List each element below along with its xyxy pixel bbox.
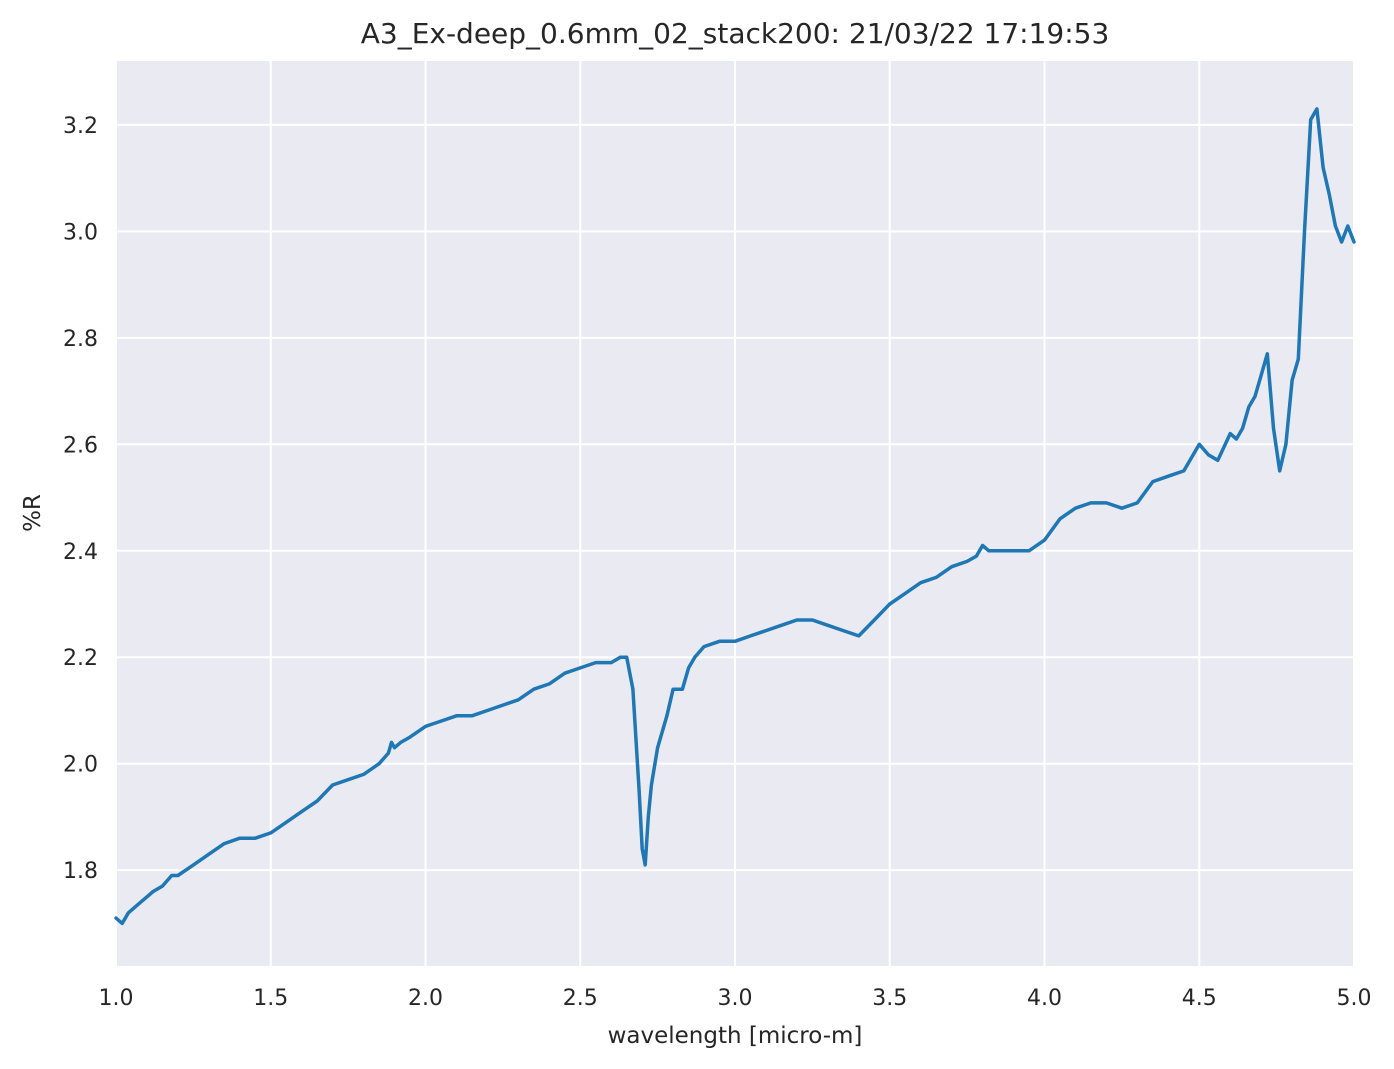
y-tick-label: 3.2 bbox=[63, 114, 98, 139]
x-tick-label: 3.5 bbox=[872, 986, 907, 1011]
x-tick-label: 4.5 bbox=[1182, 986, 1217, 1011]
y-tick-label: 2.0 bbox=[63, 753, 98, 778]
x-axis-label: wavelength [micro-m] bbox=[608, 1023, 863, 1049]
x-tick-label: 3.0 bbox=[718, 986, 753, 1011]
x-tick-labels: 1.0 1.5 2.0 2.5 3.0 3.5 4.0 4.5 5.0 bbox=[99, 986, 1372, 1011]
grid-lines bbox=[115, 61, 1355, 966]
x-tick-label: 2.5 bbox=[563, 986, 598, 1011]
chart-title: A3_Ex-deep_0.6mm_02_stack200: 21/03/22 1… bbox=[361, 17, 1110, 50]
x-tick-label: 5.0 bbox=[1337, 986, 1372, 1011]
series-layer bbox=[114, 107, 1356, 926]
x-tick-label: 1.5 bbox=[253, 986, 288, 1011]
series-line bbox=[114, 107, 1356, 926]
y-tick-label: 1.8 bbox=[63, 859, 98, 884]
x-tick-label: 1.0 bbox=[99, 986, 134, 1011]
y-tick-label: 2.2 bbox=[63, 646, 98, 671]
y-tick-label: 3.0 bbox=[63, 220, 98, 245]
y-tick-label: 2.8 bbox=[63, 327, 98, 352]
y-tick-label: 2.4 bbox=[63, 540, 98, 565]
y-tick-label: 2.6 bbox=[63, 433, 98, 458]
y-axis-label: %R bbox=[20, 494, 46, 532]
y-tick-labels: 1.8 2.0 2.2 2.4 2.6 2.8 3.0 3.2 bbox=[63, 114, 98, 884]
x-tick-label: 4.0 bbox=[1027, 986, 1062, 1011]
x-tick-label: 2.0 bbox=[408, 986, 443, 1011]
